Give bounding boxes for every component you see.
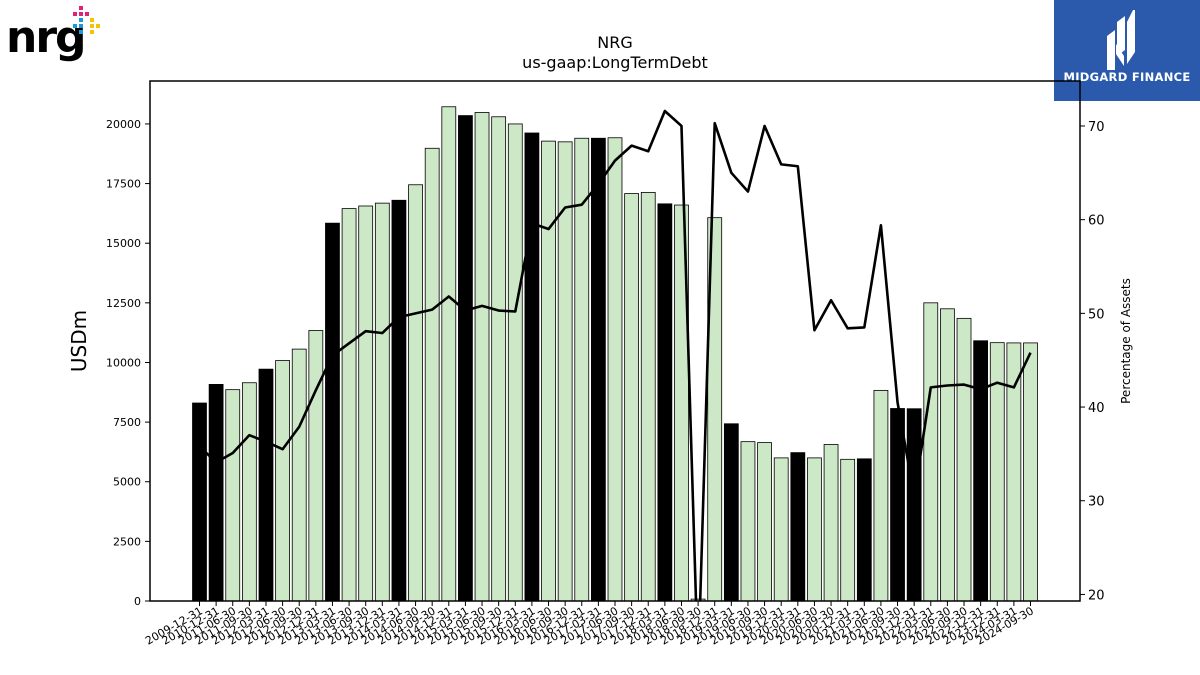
y2-tick-label: 70 (1088, 120, 1105, 135)
bar-2018-12-31 (723, 423, 739, 602)
bar-2012-09-30 (308, 330, 324, 602)
bar-2013-09-30 (374, 202, 390, 602)
bar-2013-12-31 (391, 199, 407, 602)
y-tick-label: 10000 (106, 356, 141, 369)
bar-2020-09-30 (840, 458, 856, 602)
bar-2020-12-31 (856, 458, 872, 602)
bar-2022-12-31 (956, 317, 972, 602)
bar-2021-09-30 (873, 389, 889, 602)
y2-tick-label: 60 (1088, 214, 1105, 229)
bar-2021-12-31 (890, 408, 905, 602)
bar-2017-06-30 (624, 193, 640, 602)
bar-2015-03-31 (474, 112, 490, 602)
bar-2016-09-30 (574, 137, 590, 602)
y2-tick-label: 20 (1088, 588, 1105, 603)
y-tick-label: 7500 (113, 416, 141, 429)
bar-2014-09-30 (441, 106, 457, 602)
bar-2013-06-30 (358, 205, 374, 602)
bar-2015-09-30 (507, 123, 523, 602)
bar-2012-12-31 (325, 222, 340, 602)
nrg-logo: nrg (4, 2, 104, 72)
bar-2015-06-30 (491, 116, 507, 602)
y-tick-label: 20000 (106, 118, 141, 131)
bar-2023-12-31 (973, 340, 989, 602)
bar-2022-09-30 (940, 308, 955, 602)
bar-2015-12-31 (524, 132, 540, 602)
bar-2010-12-31 (208, 384, 224, 602)
bar-2014-06-30 (424, 147, 440, 602)
y2-axis-label: Percentage of Assets (1119, 278, 1133, 404)
bar-2012-03-31 (275, 360, 290, 602)
bar-2017-09-30 (640, 191, 656, 602)
bar-2014-03-31 (408, 184, 423, 602)
y-tick-label: 5000 (113, 476, 141, 489)
bar-2019-06-30 (757, 442, 772, 602)
bar-2019-03-31 (740, 441, 756, 602)
bar-2011-12-31 (258, 368, 274, 602)
bar-2016-06-30 (557, 141, 573, 602)
bar-2011-03-31 (225, 389, 241, 602)
bar-2022-03-31 (906, 408, 922, 602)
bar-2009-12-31 (192, 402, 207, 602)
y-tick-label: 0 (134, 595, 141, 608)
nrg-logo-mark-icon (73, 6, 100, 34)
bar-2024-06-30 (1006, 342, 1022, 602)
bar-2016-03-31 (541, 140, 556, 602)
y2-tick-label: 50 (1088, 307, 1105, 322)
bar-2017-12-31 (657, 203, 673, 602)
bar-2019-09-30 (773, 457, 789, 602)
chart-title: NRG (597, 33, 632, 52)
y-tick-label: 12500 (106, 297, 141, 310)
y2-tick-label: 40 (1088, 401, 1105, 416)
y-tick-label: 17500 (106, 178, 141, 191)
y-axis-label: USDm (67, 310, 91, 372)
midgard-finance-badge: MIDGARD FINANCE (1054, 0, 1200, 101)
bar-2014-12-31 (458, 115, 473, 602)
bar-2016-12-31 (591, 137, 606, 602)
y-tick-label: 15000 (106, 237, 141, 250)
chart-subtitle: us-gaap:LongTermDebt (522, 53, 708, 72)
bar-2013-03-31 (341, 208, 357, 602)
bar-2024-09-30 (1023, 342, 1038, 602)
y-tick-label: 2500 (113, 535, 141, 548)
nrg-logo-text: nrg (6, 12, 87, 63)
bar-2012-06-30 (291, 348, 307, 602)
bar-2017-03-31 (607, 137, 623, 602)
bar-2020-03-31 (807, 457, 822, 602)
midgard-finance-label: MIDGARD FINANCE (1063, 70, 1191, 84)
bar-2019-12-31 (790, 452, 806, 602)
bar-2020-06-30 (823, 444, 839, 602)
bar-2022-06-30 (923, 302, 939, 602)
percentage-of-assets-line (198, 109, 1032, 601)
midgard-logo-icon (1107, 10, 1135, 70)
y2-tick-label: 30 (1088, 495, 1105, 510)
bar-2011-06-30 (241, 382, 257, 602)
